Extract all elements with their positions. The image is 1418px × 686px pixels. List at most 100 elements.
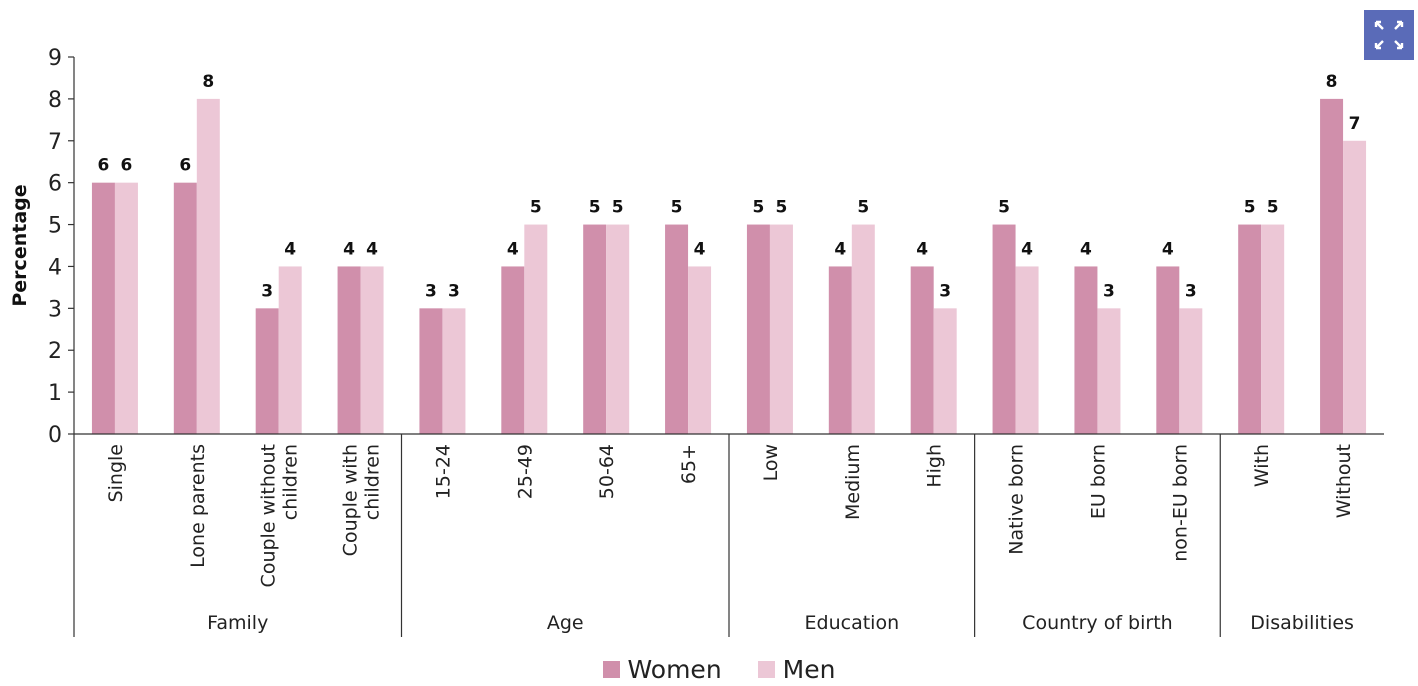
bar-women bbox=[910, 266, 934, 434]
bar-men bbox=[769, 224, 793, 434]
bar-men bbox=[278, 266, 302, 434]
x-tick-label: 25-49 bbox=[514, 444, 536, 499]
bar-women bbox=[1074, 266, 1098, 434]
svg-text:High: High bbox=[924, 444, 946, 488]
data-label-women: 5 bbox=[1244, 198, 1256, 218]
svg-text:Lone parents: Lone parents bbox=[187, 444, 209, 568]
data-label-men: 5 bbox=[530, 198, 542, 218]
legend: Women Men bbox=[0, 652, 1418, 686]
data-label-women: 8 bbox=[1326, 72, 1338, 92]
svg-text:With: With bbox=[1251, 444, 1273, 487]
bar-men bbox=[524, 224, 548, 434]
y-tick-label: 2 bbox=[48, 339, 62, 364]
data-label-women: 4 bbox=[916, 239, 928, 259]
x-tick-label: High bbox=[924, 444, 946, 488]
legend-swatch-women bbox=[602, 660, 620, 678]
bar-women bbox=[1238, 224, 1262, 434]
x-tick-label: Without bbox=[1333, 444, 1355, 518]
bar-women bbox=[1156, 266, 1180, 434]
group-label: Age bbox=[547, 612, 584, 634]
data-label-men: 8 bbox=[202, 72, 214, 92]
data-label-men: 6 bbox=[121, 156, 133, 176]
svg-text:Low: Low bbox=[760, 444, 782, 481]
data-label-women: 6 bbox=[179, 156, 191, 176]
group-label: Country of birth bbox=[1022, 612, 1173, 634]
bar-women bbox=[91, 182, 115, 434]
data-label-men: 4 bbox=[366, 239, 378, 259]
svg-text:15-24: 15-24 bbox=[432, 444, 454, 499]
svg-text:Native born: Native born bbox=[1006, 444, 1028, 555]
bar-men bbox=[851, 224, 875, 434]
svg-text:50-64: 50-64 bbox=[596, 444, 618, 499]
legend-item-women: Women bbox=[602, 654, 722, 684]
data-label-women: 4 bbox=[834, 239, 846, 259]
group-label: Family bbox=[207, 612, 268, 634]
y-tick-label: 1 bbox=[48, 381, 62, 406]
svg-text:Single: Single bbox=[105, 444, 127, 502]
bar-women bbox=[746, 224, 770, 434]
bar-men bbox=[1097, 308, 1121, 434]
data-label-men: 7 bbox=[1349, 114, 1361, 134]
x-tick-label: With bbox=[1251, 444, 1273, 487]
x-tick-label: Native born bbox=[1006, 444, 1028, 555]
expand-icon bbox=[1374, 20, 1404, 50]
data-label-women: 5 bbox=[998, 198, 1010, 218]
bar-women bbox=[1320, 98, 1344, 434]
svg-text:25-49: 25-49 bbox=[514, 444, 536, 499]
y-tick-label: 9 bbox=[48, 46, 62, 71]
data-label-women: 5 bbox=[589, 198, 601, 218]
bar-men bbox=[606, 224, 630, 434]
x-tick-label: Couple withchildren bbox=[340, 444, 384, 556]
y-tick-label: 7 bbox=[48, 130, 62, 155]
expand-button[interactable] bbox=[1364, 10, 1414, 60]
svg-text:Without: Without bbox=[1333, 444, 1355, 518]
svg-text:EU born: EU born bbox=[1087, 444, 1109, 519]
x-tick-label: 15-24 bbox=[432, 444, 454, 499]
legend-label-men: Men bbox=[782, 654, 836, 684]
y-axis-title: Percentage bbox=[9, 184, 31, 306]
x-tick-label: Lone parents bbox=[187, 444, 209, 568]
bar-men bbox=[1343, 140, 1367, 434]
legend-swatch-men bbox=[757, 660, 775, 678]
data-label-women: 4 bbox=[507, 239, 519, 259]
data-label-women: 4 bbox=[1080, 239, 1092, 259]
svg-text:Medium: Medium bbox=[842, 444, 864, 520]
x-tick-label: Single bbox=[105, 444, 127, 502]
x-tick-label: 65+ bbox=[678, 444, 700, 484]
x-tick-label: Medium bbox=[842, 444, 864, 520]
x-tick-label: 50-64 bbox=[596, 444, 618, 499]
data-label-men: 5 bbox=[1267, 198, 1279, 218]
bar-men bbox=[1015, 266, 1039, 434]
x-tick-label: non-EU born bbox=[1169, 444, 1191, 562]
y-tick-label: 8 bbox=[48, 88, 62, 113]
x-tick-label: Low bbox=[760, 444, 782, 481]
y-tick-label: 0 bbox=[48, 423, 62, 448]
bar-men bbox=[1261, 224, 1285, 434]
data-label-men: 5 bbox=[857, 198, 869, 218]
bar-women bbox=[665, 224, 689, 434]
data-label-men: 3 bbox=[448, 281, 460, 301]
bar-men bbox=[442, 308, 466, 434]
data-label-women: 3 bbox=[425, 281, 437, 301]
svg-text:non-EU born: non-EU born bbox=[1169, 444, 1191, 562]
data-label-men: 4 bbox=[284, 239, 296, 259]
y-tick-label: 4 bbox=[48, 255, 62, 280]
data-label-men: 5 bbox=[612, 198, 624, 218]
bar-men bbox=[688, 266, 712, 434]
data-label-men: 3 bbox=[1185, 281, 1197, 301]
bar-women bbox=[419, 308, 443, 434]
legend-item-men: Men bbox=[757, 654, 836, 684]
y-tick-label: 6 bbox=[48, 172, 62, 197]
svg-text:Couple withchildren: Couple withchildren bbox=[340, 444, 384, 556]
data-label-women: 4 bbox=[343, 239, 355, 259]
data-label-women: 4 bbox=[1162, 239, 1174, 259]
bar-women bbox=[337, 266, 361, 434]
svg-text:Couple withoutchildren: Couple withoutchildren bbox=[258, 444, 302, 587]
legend-label-women: Women bbox=[627, 654, 722, 684]
data-label-men: 3 bbox=[1103, 281, 1115, 301]
group-label: Education bbox=[805, 612, 900, 634]
bar-men bbox=[114, 182, 138, 434]
data-label-men: 5 bbox=[776, 198, 788, 218]
bar-men bbox=[196, 98, 220, 434]
